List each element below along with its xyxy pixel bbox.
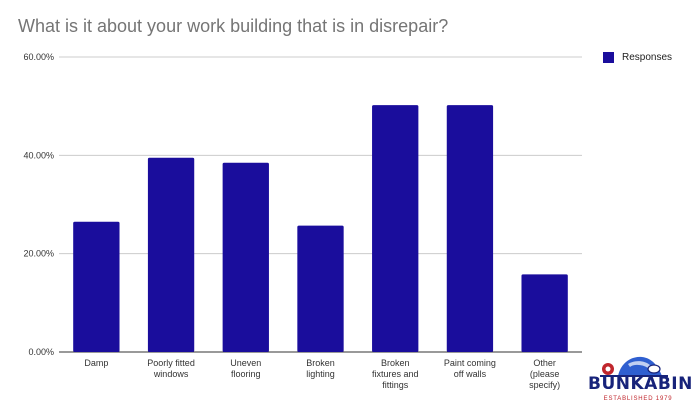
x-tick-label: Uneven flooring [230,358,261,379]
bar [147,157,195,352]
y-tick-label: 40.00% [23,150,54,160]
bar [372,105,419,352]
legend: Responses [603,52,672,63]
x-tick-label: Other (please specify) [529,358,560,390]
logo-name: BUNKABIN [588,374,693,394]
logo-mascot-icon [600,356,668,377]
logo-tagline: ESTABLISHED 1979 [603,396,673,402]
x-tick-label: Broken lighting [306,358,335,379]
bunkabin-logo: BUNKABIN ESTABLISHED 1979 [588,352,693,410]
bar [297,225,344,352]
bar [521,274,568,352]
x-tick-label: Damp [84,358,108,368]
x-tick-label: Poorly fitted windows [147,358,195,379]
x-tick-label: Broken fixtures and fittings [372,358,419,390]
legend-label: Responses [622,52,673,63]
y-tick-label: 60.00% [23,52,54,62]
bar [446,105,494,352]
y-tick-label: 0.00% [28,347,54,357]
chart-title: What is it about your work building that… [18,16,449,36]
bar [222,162,269,352]
legend-swatch [603,52,614,63]
x-tick-label: Paint coming off walls [444,358,496,379]
y-tick-label: 20.00% [23,249,54,259]
bar [73,221,120,352]
